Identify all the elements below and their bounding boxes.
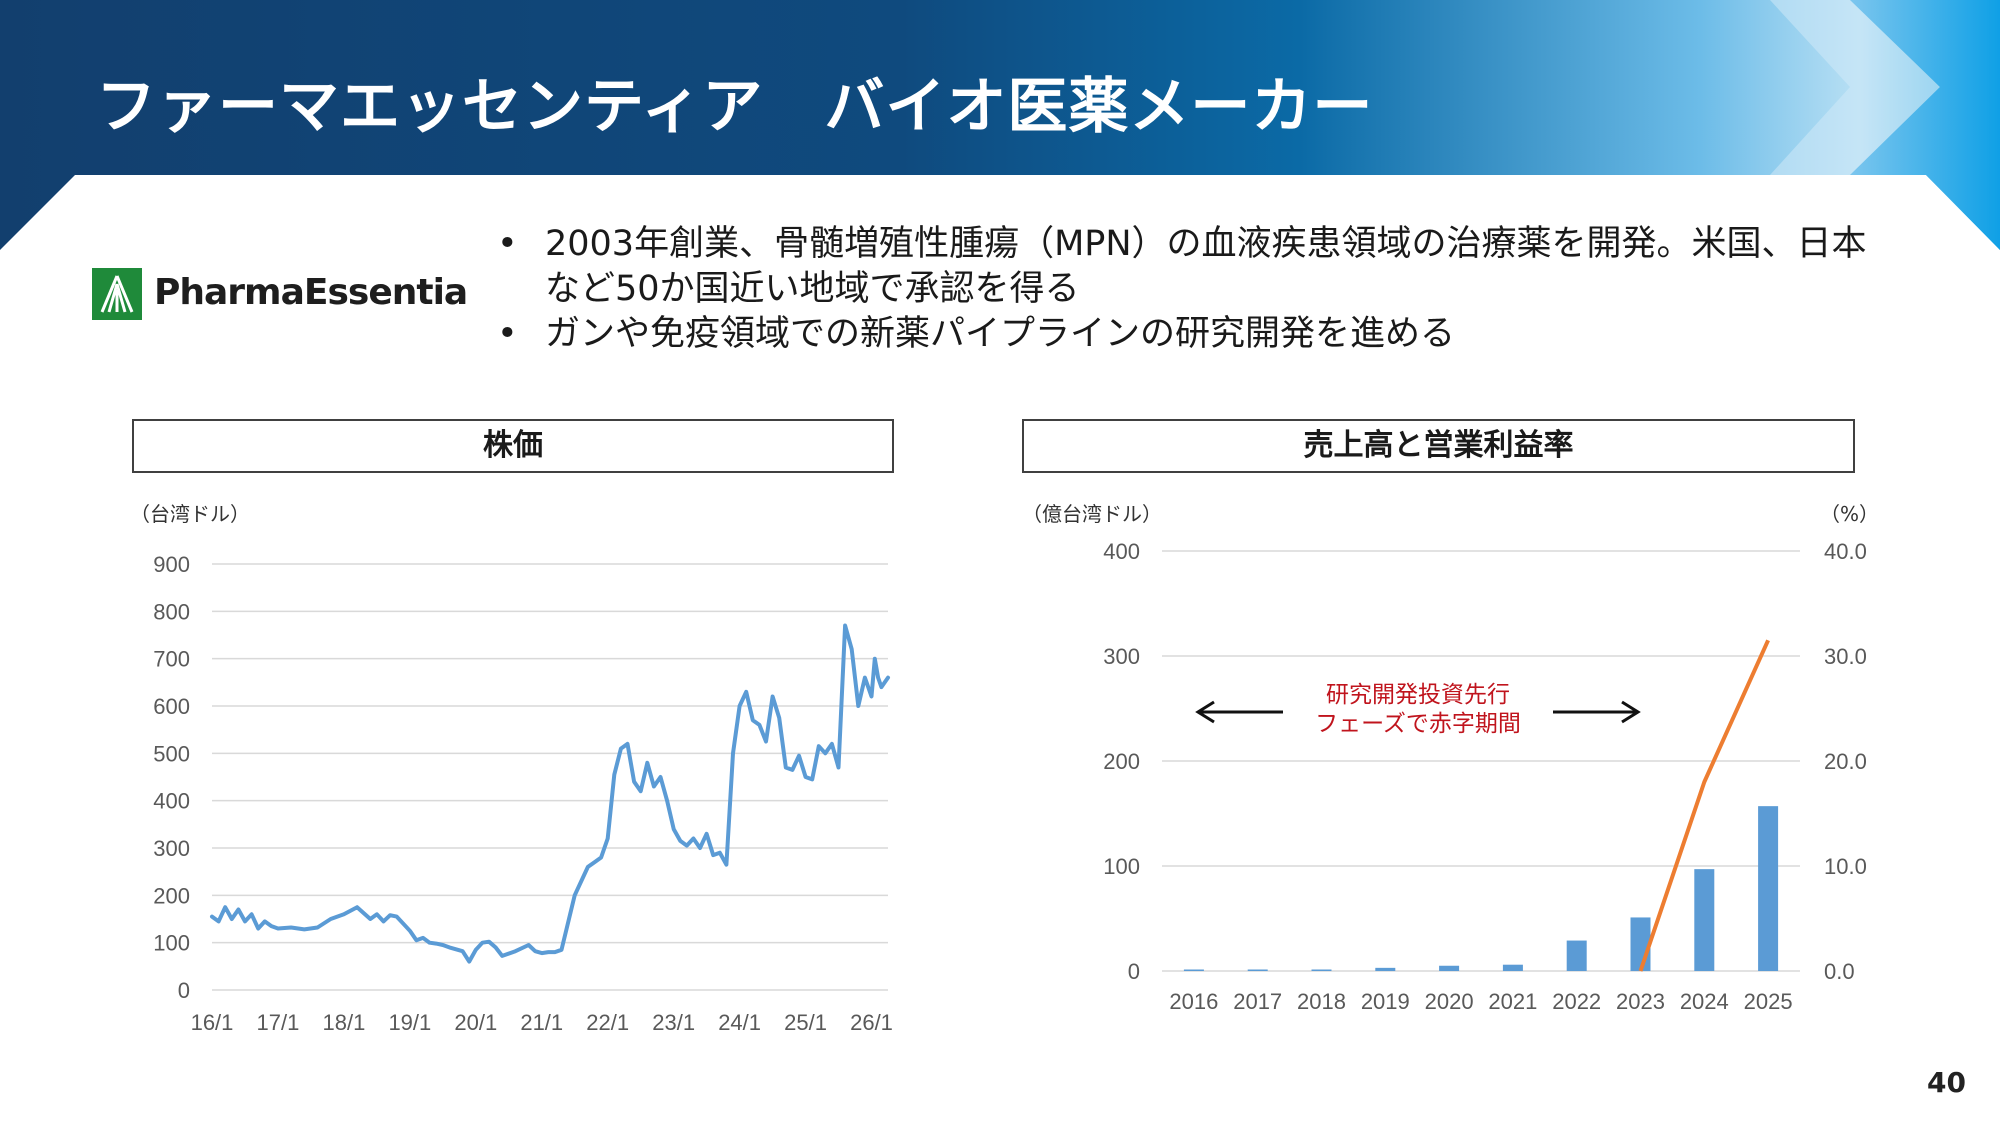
sales-right-unit-label: （%） xyxy=(1820,502,1880,526)
stock-x-tick-label: 17/1 xyxy=(257,1010,300,1035)
stock-x-tick-label: 22/1 xyxy=(586,1010,629,1035)
sales-x-tick-label: 2016 xyxy=(1169,989,1218,1014)
sales-x-tick-label: 2017 xyxy=(1233,989,1282,1014)
sales-x-tick-label: 2019 xyxy=(1361,989,1410,1014)
stock-x-tick-label: 21/1 xyxy=(520,1010,563,1035)
sales-bar xyxy=(1694,869,1715,971)
stock-x-tick-label: 18/1 xyxy=(322,1010,365,1035)
stock-y-tick-label: 800 xyxy=(153,599,190,624)
stock-x-tick-label: 24/1 xyxy=(718,1010,761,1035)
sales-right-y-tick-label: 30.0 xyxy=(1824,644,1867,669)
stock-panel-title: 株価 xyxy=(132,419,894,473)
stock-y-axis: 0 100 200 300 400 500 600 700 800 900 xyxy=(153,552,190,1003)
annotation-line-2: フェーズで赤字期間 xyxy=(1315,711,1521,737)
bullet-list: • 2003年創業、骨髄増殖性腫瘍（MPN）の血液疾患領域の治療薬を開発。米国、… xyxy=(495,222,1895,357)
sales-x-tick-label: 2024 xyxy=(1680,989,1729,1014)
bullet-item: • ガンや免疫領域での新薬パイプラインの研究開発を進める xyxy=(495,312,1895,357)
bullet-text: 2003年創業、骨髄増殖性腫瘍（MPN）の血液疾患領域の治療薬を開発。米国、日本… xyxy=(545,224,1867,309)
sales-bar xyxy=(1311,969,1332,971)
sales-bar xyxy=(1247,969,1268,971)
stock-price-chart: 0 100 200 300 400 500 600 700 800 900 16/1 17/1 18/… xyxy=(153,552,893,1035)
sales-bar xyxy=(1566,940,1587,971)
sales-bar xyxy=(1758,806,1779,971)
annotation-arrows xyxy=(1195,700,1641,724)
sales-x-axis: 2016 2017 2018 2019 2020 2021 2022 2023 2024 2025 xyxy=(1169,989,1792,1014)
sales-left-y-tick-label: 300 xyxy=(1103,644,1140,669)
sales-bar xyxy=(1502,964,1523,971)
stock-unit-label: （台湾ドル） xyxy=(130,502,250,526)
stock-y-tick-label: 0 xyxy=(178,978,190,1003)
stock-x-tick-label: 19/1 xyxy=(388,1010,431,1035)
bullet-item: • 2003年創業、骨髄増殖性腫瘍（MPN）の血液疾患領域の治療薬を開発。米国、… xyxy=(495,222,1895,312)
stock-x-tick-label: 16/1 xyxy=(191,1010,234,1035)
stock-x-tick-label: 25/1 xyxy=(784,1010,827,1035)
logo-wordmark: PharmaEssentia xyxy=(154,272,468,313)
stock-y-tick-label: 500 xyxy=(153,741,190,766)
right-arrowhead-icon xyxy=(1621,700,1641,724)
slide-title: ファーマエッセンティア バイオ医薬メーカー xyxy=(96,72,1374,142)
stock-y-tick-label: 300 xyxy=(153,836,190,861)
sales-x-tick-label: 2022 xyxy=(1552,989,1601,1014)
sales-x-tick-label: 2023 xyxy=(1616,989,1665,1014)
left-arrowhead-icon xyxy=(1195,700,1215,724)
stock-y-tick-label: 400 xyxy=(153,789,190,814)
sales-left-y-tick-label: 100 xyxy=(1103,854,1140,879)
header-background xyxy=(0,0,2000,250)
logo-mark-icon xyxy=(92,268,142,320)
pharmaessentia-logo: PharmaEssentia xyxy=(92,268,472,324)
stock-x-tick-label: 26/1 xyxy=(850,1010,893,1035)
sales-gridlines xyxy=(1162,550,1800,972)
annotation-text: 研究開発投資先行 フェーズで赤字期間 xyxy=(1298,681,1538,739)
sales-x-tick-label: 2018 xyxy=(1297,989,1346,1014)
sales-right-y-tick-label: 20.0 xyxy=(1824,749,1867,774)
sales-x-tick-label: 2021 xyxy=(1488,989,1537,1014)
sales-right-y-tick-label: 10.0 xyxy=(1824,854,1867,879)
sales-left-y-tick-label: 400 xyxy=(1103,539,1140,564)
stock-y-tick-label: 200 xyxy=(153,883,190,908)
bullet-dot-icon: • xyxy=(497,224,518,264)
stock-y-tick-label: 900 xyxy=(153,552,190,577)
sales-right-y-axis: 0.0 10.0 20.0 30.0 40.0 xyxy=(1824,539,1867,984)
sales-left-unit-label: （億台湾ドル） xyxy=(1022,502,1162,526)
sales-panel-title: 売上高と営業利益率 xyxy=(1022,419,1855,473)
header-banner: ファーマエッセンティア バイオ医薬メーカー xyxy=(0,0,2000,250)
sales-x-tick-label: 2025 xyxy=(1744,989,1793,1014)
operating-margin-line xyxy=(1638,639,1770,972)
stock-price-line xyxy=(210,623,890,964)
stock-y-tick-label: 700 xyxy=(153,647,190,672)
stock-x-tick-label: 20/1 xyxy=(454,1010,497,1035)
sales-left-y-tick-label: 200 xyxy=(1103,749,1140,774)
sales-bar xyxy=(1183,969,1204,971)
sales-left-y-tick-label: 0 xyxy=(1128,959,1140,984)
stock-x-tick-label: 23/1 xyxy=(652,1010,695,1035)
page-number: 40 xyxy=(1927,1066,1966,1099)
bullet-dot-icon: • xyxy=(497,314,518,354)
stock-y-tick-label: 600 xyxy=(153,694,190,719)
stock-gridlines xyxy=(212,563,888,991)
sales-bar xyxy=(1439,965,1460,971)
sales-left-y-axis: 0 100 200 300 400 xyxy=(1103,539,1140,984)
stock-x-axis: 16/1 17/1 18/1 19/1 20/1 21/1 22/1 23/1 24/1 25/1… xyxy=(191,1010,893,1035)
stock-y-tick-label: 100 xyxy=(153,931,190,956)
bullet-text: ガンや免疫領域での新薬パイプラインの研究開発を進める xyxy=(545,314,1456,354)
sales-right-y-tick-label: 40.0 xyxy=(1824,539,1867,564)
sales-right-y-tick-label: 0.0 xyxy=(1824,959,1855,984)
annotation-line-1: 研究開発投資先行 xyxy=(1326,682,1510,708)
sales-bar xyxy=(1375,967,1396,971)
sales-x-tick-label: 2020 xyxy=(1425,989,1474,1014)
